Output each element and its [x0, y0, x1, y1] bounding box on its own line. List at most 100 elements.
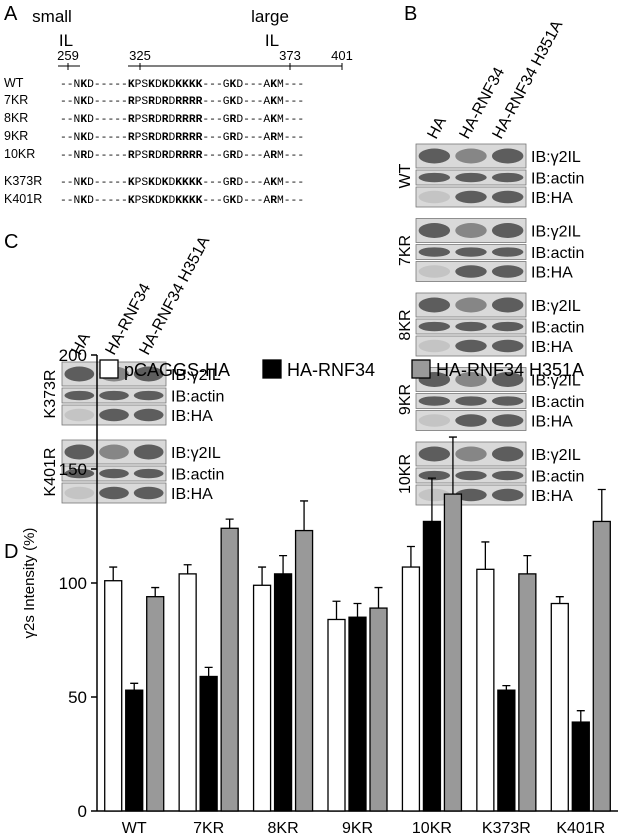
sequence: --NKD-----KPSKDKDKKKK---GKD---ARM--- [60, 195, 304, 207]
legend-label: pCAGGS-HA [124, 360, 230, 380]
sequence-segment: ---G [202, 132, 229, 144]
sequence-segment: --N [60, 96, 80, 108]
sequence-segment: K [80, 114, 87, 126]
sequence-segment: D [155, 177, 162, 189]
sequence-segment: --N [60, 195, 80, 207]
sequence-segment: K [128, 177, 135, 189]
x-tick-label: K373R [482, 820, 531, 837]
sequence-segment: D---A [236, 114, 270, 126]
sequence-segment: R [270, 195, 277, 207]
bar [327, 618, 346, 812]
blot-band [418, 488, 451, 502]
blot-band [491, 470, 524, 481]
sequence-segment: PS [135, 177, 149, 189]
blot-band [418, 265, 451, 278]
error-bar [481, 541, 490, 570]
sequence-segment: K [128, 195, 135, 207]
sequence-segment: K [148, 195, 155, 207]
sequence-segment: K [162, 79, 169, 91]
blot-band [455, 321, 487, 332]
bar [422, 520, 442, 812]
sequence-segment: ---G [202, 195, 229, 207]
blot-label: IB:HA [531, 265, 573, 282]
significance-label: *** [201, 682, 218, 700]
sequence-segment: M--- [277, 114, 304, 126]
sequence-segment: R [162, 114, 169, 126]
bar [220, 527, 239, 812]
sequence: --NKD-----RPSRDRDRRRR---GKD---AKM--- [60, 96, 304, 108]
sequence-segment: --N [60, 177, 80, 189]
sequence-segment: PS [135, 195, 149, 207]
blot-label: IB:HA [531, 339, 573, 356]
blot-band [491, 446, 524, 462]
sequence-segment: D [169, 150, 176, 162]
sequence-segment: D----- [87, 114, 128, 126]
x-tick-label: 10KR [412, 820, 452, 837]
sequence-segment: D [169, 177, 176, 189]
sequence-segment: --N [60, 150, 80, 162]
y-tick-label: 200 [59, 346, 87, 365]
sequence-segment: R [162, 132, 169, 144]
blot-band [455, 372, 487, 387]
significance-label: *** [498, 696, 515, 714]
blot-band [99, 444, 129, 460]
y-tick-label: 0 [78, 802, 87, 821]
bar [550, 602, 569, 812]
blot-band [99, 486, 129, 500]
sequence-segment: KKKK [175, 177, 202, 189]
sequence-segment: --N [60, 132, 80, 144]
sequence-segment: K [128, 79, 135, 91]
row-label: K401R [4, 192, 42, 206]
legend-swatch [262, 359, 282, 379]
sequence-segment: M--- [277, 195, 304, 207]
blot-band [455, 223, 487, 238]
blot-band [491, 172, 524, 183]
sequence-segment: R [80, 150, 87, 162]
error-bar [183, 564, 192, 574]
sequence-segment: RRRR [175, 150, 202, 162]
bar [348, 616, 367, 812]
region-label: large [251, 7, 289, 26]
sequence-segment: K [80, 79, 87, 91]
sequence-segment: K [80, 195, 87, 207]
sequence-segment: R [230, 177, 237, 189]
group-label: 9KR [397, 384, 414, 415]
significance-label: *** [126, 696, 143, 714]
error-bar [300, 500, 309, 531]
blot-band [133, 444, 164, 460]
sequence-segment: R [148, 150, 155, 162]
region-label: small [32, 7, 72, 26]
sequence-segment: D---A [236, 195, 270, 207]
blot-band [418, 148, 451, 164]
lane-label: HA [425, 114, 451, 142]
y-tick-label: 100 [59, 574, 87, 593]
error-bar [130, 682, 139, 691]
y-axis-label: γ2s Intensity (%) [21, 528, 38, 639]
sequence-segment: M--- [277, 177, 304, 189]
blot-label: IB:γ2IL [531, 149, 581, 166]
blot-band [418, 339, 451, 353]
sequence-segment: R [270, 150, 277, 162]
sequence-segment: ---G [202, 150, 229, 162]
sequence-segment: R [128, 96, 135, 108]
error-bar [523, 554, 532, 574]
sequence-segment: PS [135, 132, 149, 144]
error-bar [258, 566, 267, 586]
legend-label: HA-RNF34 [287, 360, 375, 380]
residue-number: 325 [129, 48, 151, 63]
sequence-segment: D----- [87, 132, 128, 144]
sequence-segment: KKKK [175, 79, 202, 91]
sequence-segment: D---A [236, 150, 270, 162]
sequence-segment: RRRR [175, 132, 202, 144]
blot-band [133, 408, 164, 422]
blot-band [64, 486, 95, 500]
blot-band [418, 446, 451, 462]
blot-band [455, 148, 487, 164]
group-label: K373R [42, 370, 59, 419]
sequence: --NKD-----RPSRDRDRRRR---GRD---ARM--- [60, 132, 304, 144]
blot-band [99, 468, 129, 479]
panel-letter: B [404, 3, 417, 25]
sequence-segment: M--- [277, 132, 304, 144]
sequence: --NRD-----RPSRDRDRRRR---GRD---ARM--- [60, 150, 304, 162]
panel-letter: D [4, 541, 18, 563]
